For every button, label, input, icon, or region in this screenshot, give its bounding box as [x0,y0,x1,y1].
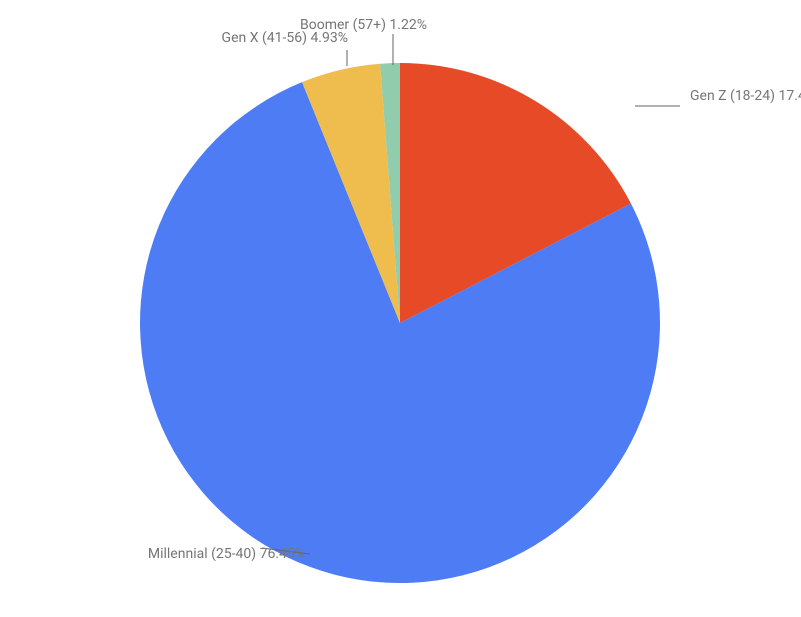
generation-pie-chart: Gen Z (18-24) 17.40% Millennial (25-40) 7… [0,0,801,617]
pie-slices [140,63,660,583]
slice-label: Boomer (57+) 1.22% [300,17,427,33]
slice-label: Millennial (25-40) 76.45% [148,546,305,562]
slice-label: Gen Z (18-24) 17.40% [690,88,801,104]
